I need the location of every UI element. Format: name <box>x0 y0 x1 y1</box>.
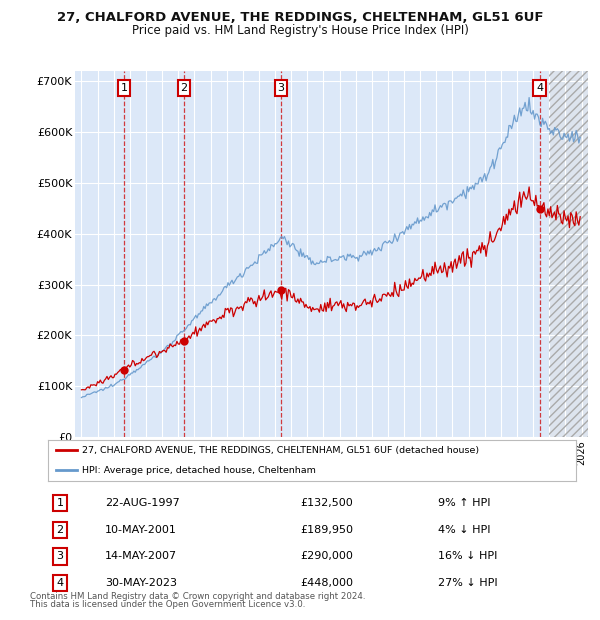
Text: 10-MAY-2001: 10-MAY-2001 <box>105 525 177 535</box>
Text: 2: 2 <box>56 525 64 535</box>
Bar <box>549 71 588 437</box>
Text: 1: 1 <box>121 82 128 93</box>
Bar <box>549 71 588 437</box>
Text: 27, CHALFORD AVENUE, THE REDDINGS, CHELTENHAM, GL51 6UF: 27, CHALFORD AVENUE, THE REDDINGS, CHELT… <box>57 11 543 24</box>
Text: £132,500: £132,500 <box>300 498 353 508</box>
Text: 14-MAY-2007: 14-MAY-2007 <box>105 551 177 562</box>
Text: 30-MAY-2023: 30-MAY-2023 <box>105 578 177 588</box>
Text: 2: 2 <box>181 82 188 93</box>
Text: This data is licensed under the Open Government Licence v3.0.: This data is licensed under the Open Gov… <box>30 600 305 609</box>
Text: 27% ↓ HPI: 27% ↓ HPI <box>438 578 497 588</box>
Text: 4: 4 <box>536 82 544 93</box>
Text: Price paid vs. HM Land Registry's House Price Index (HPI): Price paid vs. HM Land Registry's House … <box>131 24 469 37</box>
Text: 1: 1 <box>56 498 64 508</box>
Text: 9% ↑ HPI: 9% ↑ HPI <box>438 498 491 508</box>
Text: 4: 4 <box>56 578 64 588</box>
Text: £189,950: £189,950 <box>300 525 353 535</box>
Text: 22-AUG-1997: 22-AUG-1997 <box>105 498 180 508</box>
Text: 27, CHALFORD AVENUE, THE REDDINGS, CHELTENHAM, GL51 6UF (detached house): 27, CHALFORD AVENUE, THE REDDINGS, CHELT… <box>82 446 479 455</box>
Text: 16% ↓ HPI: 16% ↓ HPI <box>438 551 497 562</box>
Text: 3: 3 <box>56 551 64 562</box>
Text: Contains HM Land Registry data © Crown copyright and database right 2024.: Contains HM Land Registry data © Crown c… <box>30 592 365 601</box>
Text: £448,000: £448,000 <box>300 578 353 588</box>
Text: 3: 3 <box>277 82 284 93</box>
Text: £290,000: £290,000 <box>300 551 353 562</box>
Text: HPI: Average price, detached house, Cheltenham: HPI: Average price, detached house, Chel… <box>82 466 316 475</box>
Text: 4% ↓ HPI: 4% ↓ HPI <box>438 525 491 535</box>
